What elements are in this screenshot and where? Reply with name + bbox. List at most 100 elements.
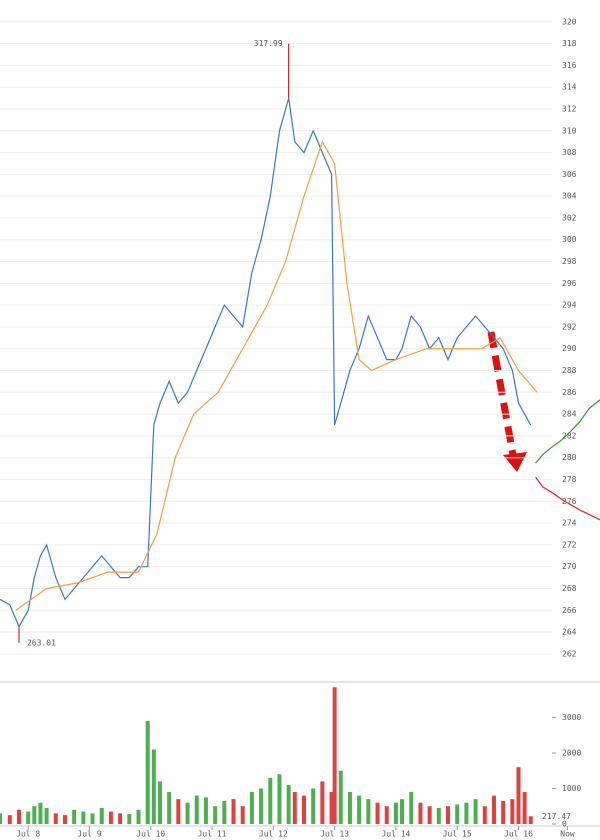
y-tick-label: 276 [562,497,577,506]
volume-bar [522,792,527,824]
volume-bar [516,767,521,824]
volume-bar [231,799,236,824]
volume-bar [53,813,58,824]
volume-bar [338,770,343,824]
y-tick-label: 300 [562,235,577,244]
volume-bar [311,788,316,824]
volume-bar [464,802,469,824]
y-tick-label: 316 [562,61,577,70]
price-line [535,399,600,464]
volume-bar [268,777,273,824]
y-tick-label: 314 [562,83,577,92]
volume-bar [7,815,12,824]
y-tick-label: 290 [562,344,577,353]
volume-bar [185,802,190,824]
volume-bar [375,802,380,824]
volume-bar [366,799,371,824]
volume-bar [491,795,496,824]
x-tick-label: Now [560,830,575,839]
volume-bar [176,799,181,824]
last-volume-label: 217.47 [542,812,571,821]
volume-bar [292,792,297,824]
x-tick-label: Jul 11 [198,830,227,839]
volume-bar [136,809,141,824]
y-tick-label: 296 [562,279,577,288]
y-tick-label: 270 [562,562,577,571]
volume-bar [329,792,334,824]
volume-bar [118,813,123,824]
volume-bar [203,797,208,824]
x-tick-label: Jul 13 [320,830,349,839]
volume-bar [44,808,49,824]
y-tick-label: 298 [562,257,577,266]
volume-bar [240,806,245,824]
y-tick-label: 302 [562,213,577,222]
x-tick-label: Jul 15 [443,830,472,839]
y-tick-label: 1000 [562,784,581,793]
y-tick-label: 2000 [562,748,581,757]
volume-bar [409,792,414,824]
volume-bar [528,816,533,824]
volume-bar [393,802,398,824]
y-tick-label: 266 [562,606,577,615]
y-tick-label: 264 [562,628,577,637]
volume-bar [427,806,432,824]
y-tick-label: 262 [562,649,577,658]
high-label: 317.99 [254,39,283,48]
volume-bar [510,799,515,824]
volume-bar [72,809,77,824]
volume-bar [0,813,2,824]
volume-bar [167,792,172,824]
volume-bar [38,802,43,824]
y-tick-label: 284 [562,410,577,419]
volume-bar [347,792,352,824]
y-tick-label: 312 [562,104,577,113]
volume-bar [26,811,31,824]
volume-bar [286,784,291,824]
x-tick-label: Jul 9 [77,830,101,839]
price-line [535,476,600,521]
volume-bar [301,795,306,824]
volume-bar [90,813,95,824]
y-tick-label: 3000 [562,713,581,722]
volume-bar [320,781,325,824]
y-tick-label: 282 [562,431,577,440]
volume-bar [151,749,156,824]
y-tick-label: 278 [562,475,577,484]
y-tick-label: 288 [562,366,577,375]
volume-bar [62,815,67,824]
volume-bar [249,792,254,824]
y-tick-label: 286 [562,388,577,397]
trend-arrow [487,331,527,472]
low-label: 263.01 [27,638,56,647]
volume-bar [436,808,441,824]
volume-bar [277,774,282,824]
y-tick-label: 310 [562,126,577,135]
volume-bar [222,800,227,824]
y-tick-label: 318 [562,39,577,48]
y-tick-label: 306 [562,170,577,179]
y-tick-label: 292 [562,322,577,331]
volume-bar [157,781,162,824]
volume-bar [108,811,113,824]
volume-bar [473,799,478,824]
y-tick-label: 304 [562,192,577,201]
y-tick-label: 294 [562,301,577,310]
volume-bar [455,804,460,824]
volume-bar [213,806,218,824]
x-tick-label: Jul 12 [259,830,288,839]
y-tick-label: 320 [562,17,577,26]
volume-bar [32,806,37,824]
x-tick-label: Jul 10 [136,830,165,839]
volume-bar [418,802,423,824]
volume-bar [482,806,487,824]
volume-bar [400,799,405,824]
y-tick-label: 308 [562,148,577,157]
y-tick-label: 280 [562,453,577,462]
volume-bar [501,800,506,824]
y-tick-label: 274 [562,519,577,528]
volume-bar [81,811,86,824]
volume-bar [332,687,337,824]
